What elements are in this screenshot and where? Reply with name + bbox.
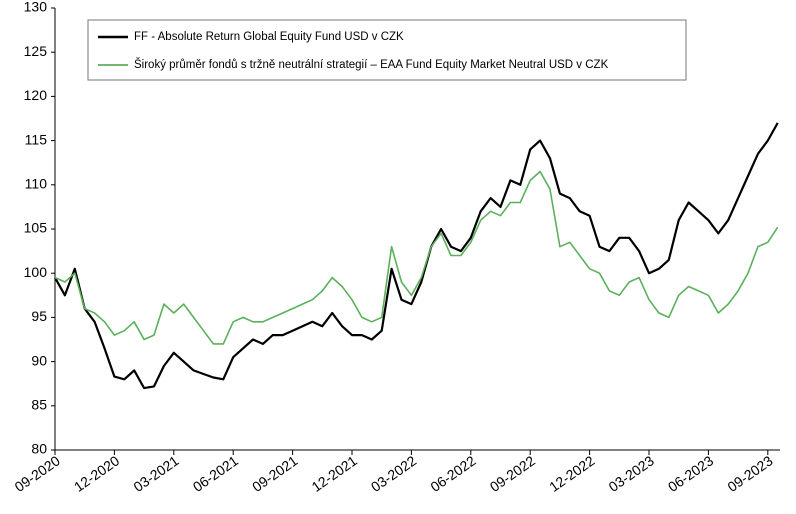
y-tick-label: 110 [25,176,48,192]
y-tick-label: 115 [25,131,48,147]
x-tick-label: 03-2022 [368,452,419,495]
x-tick-label: 09-2020 [12,452,63,495]
x-tick-label: 12-2021 [309,452,360,495]
x-tick-label: 03-2021 [130,452,181,495]
y-tick-label: 85 [31,397,47,413]
x-tick-label: 06-2022 [427,452,478,495]
x-tick-label: 09-2023 [724,452,775,495]
legend-label: Široký průměr fondů s tržně neutrální st… [134,58,609,71]
y-tick-label: 105 [24,220,48,236]
x-tick-label: 06-2023 [665,452,716,495]
x-tick-label: 06-2021 [190,452,241,495]
y-tick-label: 90 [31,352,47,368]
legend-box [87,19,687,81]
y-tick-label: 125 [24,43,48,59]
x-tick-label: 09-2022 [487,452,538,495]
x-tick-label: 09-2021 [249,452,300,495]
y-tick-label: 95 [31,308,47,324]
y-tick-label: 120 [24,87,48,103]
x-tick-label: 12-2020 [71,452,122,495]
series-line [54,170,779,345]
y-tick-label: 130 [24,0,48,15]
y-tick-label: 100 [24,264,48,280]
x-tick-label: 12-2022 [546,452,597,495]
y-tick-label: 80 [31,441,47,457]
legend-label: FF - Absolute Return Global Equity Fund … [134,31,404,43]
series-line [54,122,779,390]
x-tick-label: 03-2023 [606,452,657,495]
